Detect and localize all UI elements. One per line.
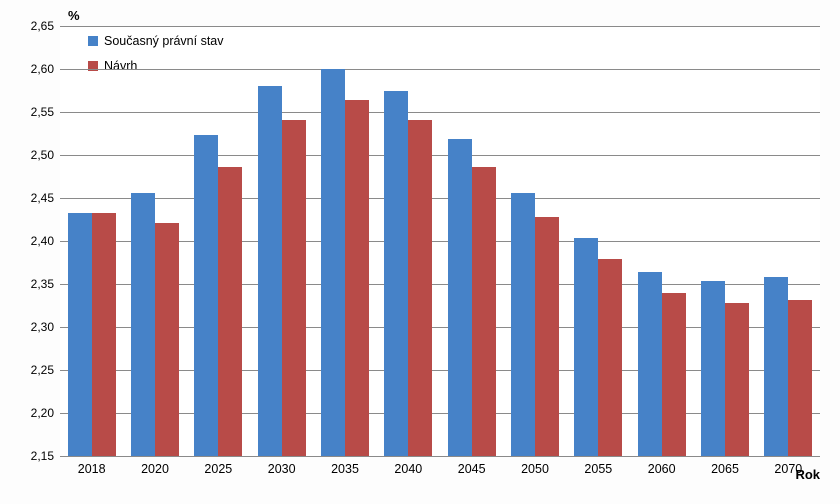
x-tick-label: 2030 [268,462,296,476]
bar [448,139,472,456]
legend-label: Současný právní stav [104,34,224,49]
x-tick-label: 2035 [331,462,359,476]
bar [131,193,155,456]
bar [155,223,179,456]
bar [68,213,92,456]
y-tick-label: 2,45 [20,191,54,205]
x-tick-label: 2045 [458,462,486,476]
bar [282,120,306,456]
grid-line [60,112,820,113]
bar [598,259,622,456]
y-tick-label: 2,40 [20,234,54,248]
y-tick-label: 2,65 [20,19,54,33]
y-tick-label: 2,55 [20,105,54,119]
grid-line [60,69,820,70]
y-tick-label: 2,50 [20,148,54,162]
bar [321,69,345,456]
y-tick-label: 2,20 [20,406,54,420]
bar [472,167,496,456]
legend-item: Návrh [88,59,224,74]
plot-area: Současný právní stavNávrh 2,152,202,252,… [60,26,820,456]
bar [218,167,242,456]
bar [92,213,116,456]
y-tick-label: 2,35 [20,277,54,291]
legend-swatch [88,36,98,46]
grid-line [60,198,820,199]
bar [258,86,282,456]
x-tick-label: 2060 [648,462,676,476]
bar [194,135,218,456]
y-axis-title: % [68,8,80,23]
x-tick-label: 2018 [78,462,106,476]
x-tick-label: 2055 [584,462,612,476]
bar [345,100,369,456]
bar [764,277,788,456]
y-tick-label: 2,15 [20,449,54,463]
bar [788,300,812,456]
legend-item: Současný právní stav [88,34,224,49]
y-tick-label: 2,30 [20,320,54,334]
x-tick-label: 2020 [141,462,169,476]
bar [638,272,662,456]
x-tick-label: 2070 [774,462,802,476]
x-tick-label: 2050 [521,462,549,476]
legend-label: Návrh [104,59,137,74]
x-tick-label: 2040 [394,462,422,476]
chart-container: % Rok Současný právní stavNávrh 2,152,20… [0,0,840,504]
bar [574,238,598,456]
bar [701,281,725,456]
bar [511,193,535,456]
x-tick-label: 2065 [711,462,739,476]
grid-line [60,456,820,457]
y-tick-label: 2,25 [20,363,54,377]
bar [535,217,559,456]
bar [725,303,749,456]
bar [408,120,432,456]
bar [662,293,686,456]
grid-line [60,155,820,156]
legend: Současný právní stav Návrh [88,34,224,84]
x-tick-label: 2025 [204,462,232,476]
grid-line [60,26,820,27]
y-tick-label: 2,60 [20,62,54,76]
bar [384,91,408,456]
